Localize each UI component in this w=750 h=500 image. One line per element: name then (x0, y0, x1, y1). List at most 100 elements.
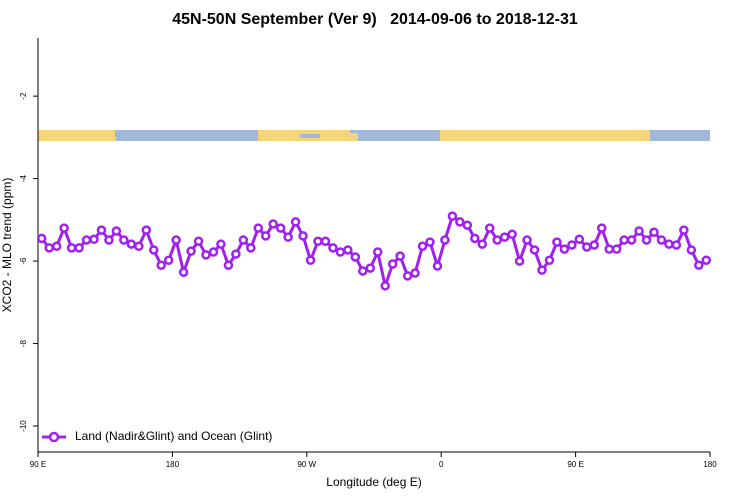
point (537, 265, 547, 275)
point (231, 249, 241, 259)
point (208, 247, 219, 257)
point (596, 223, 607, 233)
point (313, 236, 323, 247)
point (171, 235, 181, 245)
point (283, 232, 293, 242)
point (701, 255, 712, 266)
point (425, 237, 435, 247)
point (178, 267, 189, 277)
point (619, 235, 629, 245)
point (260, 231, 271, 241)
point (611, 244, 622, 254)
y-tick-label: -6 (19, 257, 28, 265)
point (604, 244, 614, 254)
point (649, 227, 659, 237)
point (290, 217, 301, 227)
point (201, 250, 211, 260)
point (507, 229, 517, 240)
point (51, 241, 62, 251)
y-axis-label: XCO2 - MLO trend (ppm) (0, 178, 14, 313)
point (335, 247, 346, 257)
point (470, 233, 480, 244)
point (59, 223, 69, 233)
chart-title: 45N-50N September (Ver 9) 2014-09-06 to … (172, 11, 578, 28)
point (589, 240, 600, 250)
point (305, 255, 316, 266)
point (679, 225, 689, 235)
y-tick-label: -2 (19, 92, 28, 100)
point (522, 235, 532, 245)
point (380, 281, 390, 291)
point (664, 239, 674, 249)
x-tick-label: 90 E (30, 460, 46, 469)
point (223, 260, 234, 270)
point (111, 226, 122, 236)
point (74, 243, 84, 253)
point (402, 271, 413, 281)
point (350, 252, 361, 262)
x-tick-label: 90 E (567, 460, 583, 469)
point (253, 223, 264, 233)
point (574, 234, 585, 244)
point (477, 239, 488, 249)
point (544, 255, 555, 266)
point (358, 266, 368, 276)
point (89, 234, 99, 244)
point (320, 236, 331, 247)
point (641, 235, 652, 245)
point (186, 246, 196, 256)
point (163, 255, 174, 266)
x-tick-label: 90 W (297, 460, 316, 469)
point (372, 247, 383, 257)
point (66, 243, 77, 253)
point (440, 235, 450, 245)
point (104, 235, 114, 245)
point (514, 256, 525, 266)
point (559, 244, 570, 254)
point (268, 219, 278, 229)
point (36, 233, 47, 244)
point (193, 236, 204, 247)
x-tick-label: 180 (703, 460, 717, 469)
point (694, 260, 704, 270)
legend-marker (48, 431, 60, 443)
point (148, 245, 159, 255)
point (671, 240, 682, 250)
point (343, 245, 353, 255)
point (656, 235, 667, 245)
point (529, 245, 540, 255)
point (686, 245, 697, 255)
point (387, 259, 398, 269)
point (156, 260, 166, 270)
point (447, 211, 458, 221)
point (492, 235, 502, 245)
point (432, 261, 443, 271)
point (141, 225, 152, 235)
point (44, 243, 54, 253)
point (634, 226, 644, 236)
point (328, 243, 338, 253)
point (462, 220, 473, 230)
point (275, 223, 286, 233)
point (96, 225, 107, 235)
point (298, 231, 308, 241)
point (567, 240, 577, 250)
point (246, 243, 256, 253)
point (216, 239, 226, 249)
point (484, 223, 495, 233)
legend: Land (Nadir&Glint) and Ocean (Glint) (42, 429, 272, 443)
legend-label: Land (Nadir&Glint) and Ocean (Glint) (75, 429, 272, 443)
point (626, 235, 637, 245)
land-mask-strip (38, 130, 710, 141)
y-tick-label: -8 (19, 339, 28, 347)
point (395, 251, 405, 261)
x-tick-label: 0 (439, 460, 444, 469)
y-tick-label: -10 (19, 420, 28, 432)
point (238, 235, 249, 245)
point (499, 232, 510, 242)
point (134, 241, 144, 251)
point (552, 237, 562, 247)
point (81, 235, 92, 245)
y-tick-label: -4 (19, 175, 28, 183)
